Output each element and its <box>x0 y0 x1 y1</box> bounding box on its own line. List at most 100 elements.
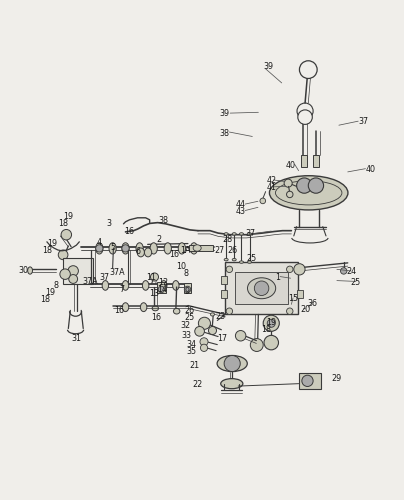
Circle shape <box>294 264 305 275</box>
Circle shape <box>60 269 70 280</box>
Text: 29: 29 <box>331 374 342 384</box>
Text: 16: 16 <box>151 312 161 322</box>
Text: 40: 40 <box>365 165 375 174</box>
Text: 12: 12 <box>158 278 168 287</box>
Ellipse shape <box>144 248 152 257</box>
Text: 15: 15 <box>288 294 298 303</box>
Text: 11: 11 <box>146 273 156 282</box>
Text: 37: 37 <box>245 230 255 238</box>
Text: 28: 28 <box>222 234 232 244</box>
Circle shape <box>150 273 158 281</box>
Text: 39: 39 <box>219 110 229 118</box>
Circle shape <box>341 268 347 274</box>
Text: 25: 25 <box>351 278 361 286</box>
Circle shape <box>198 317 210 330</box>
Text: 31: 31 <box>72 334 81 343</box>
Text: 37: 37 <box>358 116 368 126</box>
Text: 41: 41 <box>266 183 276 192</box>
Circle shape <box>68 266 78 276</box>
Text: 32: 32 <box>181 321 191 330</box>
Text: 9: 9 <box>185 287 189 296</box>
Text: 19: 19 <box>45 288 55 297</box>
Circle shape <box>286 266 293 272</box>
Circle shape <box>236 330 246 341</box>
Ellipse shape <box>109 243 116 254</box>
Circle shape <box>302 375 313 386</box>
Text: 14: 14 <box>157 286 167 294</box>
Bar <box>221 290 227 298</box>
Text: 43: 43 <box>235 207 245 216</box>
Ellipse shape <box>190 243 198 254</box>
Ellipse shape <box>269 176 348 210</box>
Circle shape <box>299 61 317 78</box>
Bar <box>299 373 321 389</box>
Text: 27: 27 <box>214 246 225 256</box>
Text: 33: 33 <box>182 332 192 340</box>
Text: 5: 5 <box>111 244 116 252</box>
Text: 37: 37 <box>99 273 109 282</box>
Circle shape <box>264 336 278 350</box>
Text: 16: 16 <box>169 250 179 258</box>
Ellipse shape <box>221 378 243 388</box>
Text: 18: 18 <box>58 218 68 228</box>
Text: 23: 23 <box>215 312 225 321</box>
Ellipse shape <box>136 243 143 254</box>
Ellipse shape <box>150 243 157 254</box>
Circle shape <box>200 338 208 346</box>
Bar <box>157 282 166 294</box>
Text: 6: 6 <box>135 246 140 256</box>
Circle shape <box>286 191 293 198</box>
Ellipse shape <box>160 280 167 290</box>
Ellipse shape <box>27 267 32 274</box>
Ellipse shape <box>141 302 147 312</box>
Text: 39: 39 <box>263 62 274 72</box>
Circle shape <box>96 245 103 252</box>
Circle shape <box>122 245 129 252</box>
Ellipse shape <box>173 308 180 314</box>
Bar <box>63 258 93 284</box>
Ellipse shape <box>122 280 129 290</box>
Ellipse shape <box>210 313 215 316</box>
Text: 24: 24 <box>346 267 356 276</box>
Text: 35: 35 <box>186 346 196 356</box>
Text: 10: 10 <box>176 262 186 270</box>
Circle shape <box>226 308 233 314</box>
Text: 16: 16 <box>124 228 135 236</box>
Circle shape <box>250 338 263 351</box>
Circle shape <box>61 230 72 240</box>
Ellipse shape <box>152 306 158 311</box>
Text: 37A: 37A <box>109 268 125 276</box>
Text: 16: 16 <box>114 306 124 315</box>
Circle shape <box>208 326 217 334</box>
Circle shape <box>69 274 78 283</box>
Ellipse shape <box>240 232 244 235</box>
Bar <box>184 284 191 294</box>
Text: 40: 40 <box>286 161 296 170</box>
Ellipse shape <box>137 248 144 257</box>
Bar <box>221 276 227 284</box>
Ellipse shape <box>122 302 129 312</box>
Text: 25: 25 <box>247 254 257 262</box>
Text: 4: 4 <box>97 238 102 247</box>
Ellipse shape <box>248 261 252 264</box>
Text: 25: 25 <box>184 312 194 322</box>
Ellipse shape <box>164 243 171 254</box>
Text: 17: 17 <box>217 334 227 342</box>
Ellipse shape <box>248 232 252 235</box>
Text: 13: 13 <box>149 289 160 298</box>
Bar <box>313 155 319 167</box>
Ellipse shape <box>96 243 103 254</box>
Text: 3: 3 <box>107 220 112 228</box>
Circle shape <box>298 110 312 124</box>
Circle shape <box>224 356 240 372</box>
Ellipse shape <box>248 278 276 298</box>
Circle shape <box>226 266 233 272</box>
Text: 21: 21 <box>189 362 199 370</box>
Ellipse shape <box>232 258 236 261</box>
Text: 22: 22 <box>192 380 202 390</box>
Ellipse shape <box>102 280 109 290</box>
Text: 44: 44 <box>235 200 245 209</box>
Text: 8: 8 <box>184 270 189 278</box>
Text: 2: 2 <box>156 235 162 244</box>
Text: 20: 20 <box>301 305 311 314</box>
